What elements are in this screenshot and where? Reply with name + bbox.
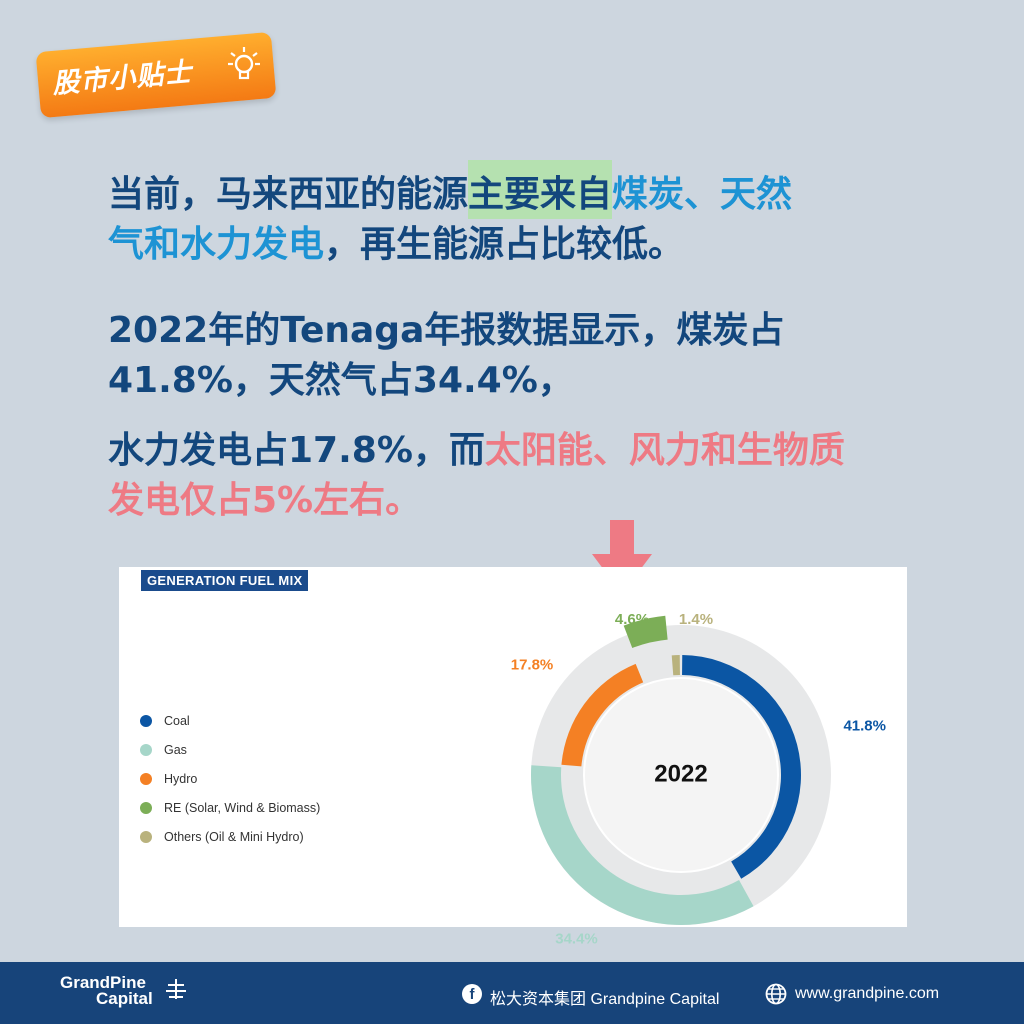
headline-paragraph-1: 当前，马来西亚的能源主要来自煤炭、天然气和水力发电，再生能源占比较低。 (108, 160, 948, 270)
donut-slice-gas (530, 765, 754, 926)
headline-1-blue-part-2: 气和水力发电 (108, 224, 325, 265)
legend-label-hydro: Hydro (164, 771, 198, 786)
facebook-link[interactable]: 松大资本集团 Grandpine Capital (490, 991, 720, 1008)
facebook-icon[interactable]: f (462, 984, 482, 1004)
headline-3-pink-part: 太阳能、风力和生物质 (484, 430, 845, 471)
legend-label-others: Others (Oil & Mini Hydro) (164, 829, 304, 844)
legend-label-gas: Gas (164, 742, 187, 757)
donut-label-others: 1.4% (679, 611, 713, 628)
legend-item-coal: Coal (140, 706, 320, 735)
headline-1-blue-part: 煤炭、天然 (612, 174, 793, 215)
legend-dot-others (140, 830, 152, 843)
chart-legend: Coal Gas Hydro RE (Solar, Wind & Biomass… (140, 706, 320, 851)
headline-paragraph-2: 2022年的Tenaga年报数据显示，煤炭占 41.8%，天然气占34.4%， (108, 306, 948, 406)
donut-center-label: 2022 (654, 760, 707, 787)
headline-1-highlight: 主要来自 (468, 160, 613, 219)
legend-item-re: RE (Solar, Wind & Biomass) (140, 793, 320, 822)
logo-line-1: GrandPine (60, 973, 146, 992)
donut-slice-coal (682, 655, 802, 879)
globe-icon (765, 983, 787, 1005)
headline-2-line1: 2022年的Tenaga年报数据显示，煤炭占 (108, 310, 785, 351)
logo-line-2: Capital (96, 989, 153, 1008)
headline-paragraph-3: 水力发电占17.8%，而太阳能、风力和生物质发电仅占5%左右。 (108, 426, 948, 526)
headline-3-part1: 水力发电占17.8%，而 (108, 430, 485, 471)
headline-3-pink-part-2: 发电仅占5%左右。 (108, 480, 422, 521)
donut-slice-hydro (561, 663, 644, 767)
legend-item-others: Others (Oil & Mini Hydro) (140, 822, 320, 851)
brand-logo: GrandPine Capital (60, 973, 153, 1008)
headline-1-part1: 当前，马来西亚的能源 (108, 174, 469, 215)
legend-label-coal: Coal (164, 713, 190, 728)
footer-bar (0, 962, 1024, 1024)
donut-slice-others (671, 655, 680, 676)
donut-label-gas: 34.4% (555, 931, 598, 948)
donut-label-hydro: 17.8% (511, 656, 554, 673)
website-link[interactable]: www.grandpine.com (795, 985, 940, 1002)
legend-dot-re (140, 801, 152, 814)
donut-label-re: 4.6% (615, 611, 649, 628)
donut-slice-re (623, 615, 668, 649)
donut-center (585, 679, 777, 871)
legend-label-re: RE (Solar, Wind & Biomass) (164, 800, 321, 815)
legend-item-gas: Gas (140, 735, 320, 764)
headline-2-line2: 41.8%，天然气占34.4%， (108, 360, 574, 401)
legend-dot-coal (140, 714, 152, 727)
donut-label-coal: 41.8% (843, 718, 886, 735)
lightbulb-icon (228, 47, 260, 80)
pine-logo-icon (166, 979, 186, 999)
legend-dot-gas (140, 743, 152, 756)
legend-dot-hydro (140, 772, 152, 785)
chart-title: GENERATION FUEL MIX (141, 570, 309, 591)
headline-1-part5: ，再生能源占比较低。 (324, 224, 685, 265)
legend-item-hydro: Hydro (140, 764, 320, 793)
